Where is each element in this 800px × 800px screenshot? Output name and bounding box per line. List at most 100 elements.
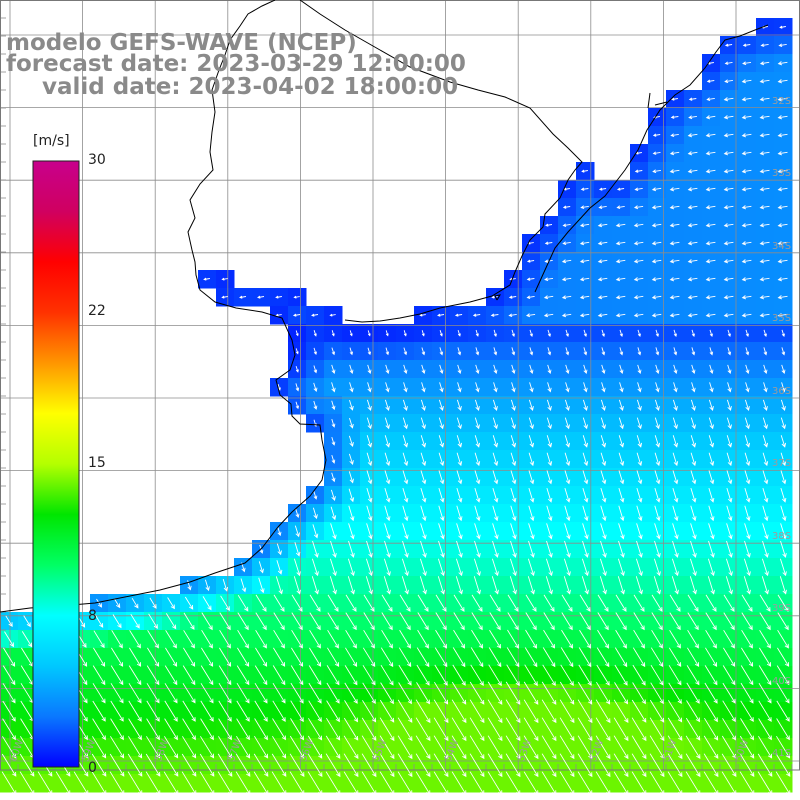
wind-arrow xyxy=(309,594,321,612)
wind-arrow xyxy=(600,523,607,540)
wind-arrow xyxy=(649,735,665,760)
wind-arrow xyxy=(203,277,210,281)
wind-arrow xyxy=(704,665,718,686)
wind-arrow xyxy=(565,364,570,374)
wind-arrow xyxy=(687,647,700,668)
wind-arrow xyxy=(309,612,321,631)
wind-arrow xyxy=(505,681,521,705)
wind-arrow xyxy=(619,347,624,356)
wind-arrow xyxy=(475,329,479,337)
wind-arrow xyxy=(366,399,372,411)
wind-arrow xyxy=(614,682,628,705)
wind-arrow xyxy=(776,735,791,759)
wind-arrow xyxy=(183,612,195,630)
wind-arrow xyxy=(254,665,268,686)
wind-arrow xyxy=(490,313,499,317)
wind-arrow xyxy=(109,753,125,777)
wind-arrow xyxy=(474,505,481,522)
wind-arrow xyxy=(654,399,660,411)
wind-arrow xyxy=(559,717,575,742)
wind-arrow xyxy=(131,597,139,609)
wind-arrow xyxy=(636,399,642,411)
wind-arrow xyxy=(546,505,553,522)
wind-arrow xyxy=(127,753,143,777)
wind-arrow xyxy=(705,115,716,120)
wind-arrow xyxy=(453,629,465,649)
wind-arrow xyxy=(469,681,485,705)
wind-arrow xyxy=(631,753,647,778)
wind-arrow xyxy=(524,647,538,668)
wind-arrow xyxy=(434,681,449,705)
wind-arrow xyxy=(705,169,716,174)
wind-arrow xyxy=(331,472,336,483)
wind-arrow xyxy=(633,594,645,612)
wind-arrow xyxy=(706,97,715,102)
wind-arrow xyxy=(254,700,268,722)
wind-arrow xyxy=(146,700,160,722)
wind-arrow xyxy=(582,417,588,430)
wind-arrow xyxy=(492,487,499,503)
wind-arrow xyxy=(544,277,554,282)
wind-arrow xyxy=(560,647,574,668)
wind-arrow xyxy=(649,771,665,796)
wind-arrow xyxy=(690,452,697,467)
wind-arrow xyxy=(437,313,445,317)
wind-arrow xyxy=(19,753,35,777)
wind-arrow xyxy=(582,452,589,467)
wind-arrow xyxy=(295,508,300,518)
wind-arrow xyxy=(709,329,713,337)
wind-arrow xyxy=(601,364,606,374)
wind-arrow xyxy=(385,347,390,356)
wind-arrow xyxy=(619,382,624,393)
wind-arrow xyxy=(705,133,716,138)
wind-arrow xyxy=(273,612,285,631)
wind-arrow xyxy=(182,700,196,722)
wind-arrow xyxy=(325,753,341,778)
wind-arrow xyxy=(654,435,661,448)
wind-arrow xyxy=(579,313,590,318)
wind-arrow xyxy=(235,771,251,796)
wind-arrow xyxy=(745,329,749,337)
wind-arrow xyxy=(505,699,521,724)
wind-arrow xyxy=(487,717,503,742)
wind-arrow xyxy=(403,382,408,393)
wind-arrow xyxy=(474,487,481,503)
wind-arrow xyxy=(402,505,409,522)
wind-arrow xyxy=(600,487,607,503)
wind-arrow xyxy=(615,277,626,282)
wind-arrow xyxy=(326,700,340,723)
wind-arrow xyxy=(762,505,769,522)
wind-arrow xyxy=(366,523,373,540)
wind-arrow xyxy=(379,735,395,760)
wind-arrow xyxy=(454,313,463,317)
wind-arrow xyxy=(651,259,662,264)
wind-arrow xyxy=(456,540,463,558)
wind-arrow xyxy=(559,753,575,778)
wind-arrow xyxy=(200,718,214,741)
wind-arrow xyxy=(470,664,484,686)
wind-arrow xyxy=(636,487,643,503)
wind-arrow xyxy=(637,382,642,393)
wind-arrow xyxy=(759,647,772,667)
wind-arrow xyxy=(743,558,751,577)
wind-arrow xyxy=(672,523,679,540)
wind-arrow xyxy=(635,576,643,595)
wind-arrow xyxy=(201,629,213,649)
wind-arrow xyxy=(183,630,195,649)
wind-arrow xyxy=(723,295,734,300)
wind-arrow xyxy=(618,505,625,522)
wind-arrow xyxy=(595,735,611,760)
wind-arrow xyxy=(705,187,716,192)
wind-arrow xyxy=(523,717,539,742)
wind-arrow xyxy=(741,594,753,612)
wind-arrow xyxy=(615,259,626,264)
wind-arrow xyxy=(456,435,463,448)
wind-arrow xyxy=(379,699,395,723)
wind-arrow xyxy=(667,717,683,741)
wind-arrow xyxy=(779,558,787,577)
wind-arrow xyxy=(457,329,461,337)
wind-arrow xyxy=(546,540,553,558)
wind-arrow xyxy=(165,647,178,667)
wind-arrow xyxy=(475,382,480,393)
lat-label-35s: 35S xyxy=(772,313,792,324)
